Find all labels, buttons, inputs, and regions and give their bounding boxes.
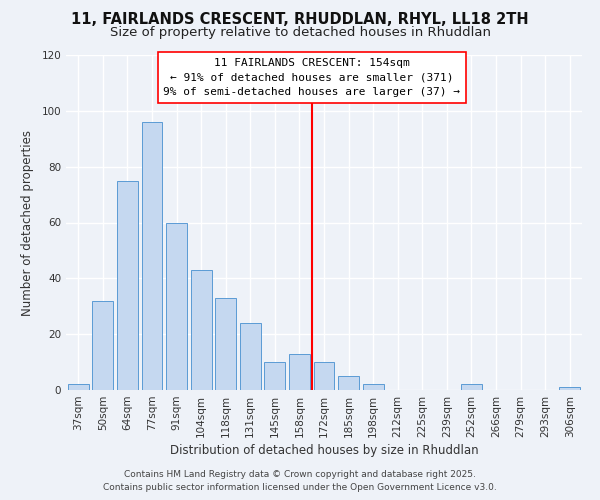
Bar bbox=[559, 387, 580, 390]
Text: 11 FAIRLANDS CRESCENT: 154sqm
← 91% of detached houses are smaller (371)
9% of s: 11 FAIRLANDS CRESCENT: 154sqm ← 91% of d… bbox=[163, 58, 460, 98]
Bar bbox=[92, 300, 113, 390]
Y-axis label: Number of detached properties: Number of detached properties bbox=[22, 130, 34, 316]
Bar bbox=[191, 270, 212, 390]
Text: 11, FAIRLANDS CRESCENT, RHUDDLAN, RHYL, LL18 2TH: 11, FAIRLANDS CRESCENT, RHUDDLAN, RHYL, … bbox=[71, 12, 529, 28]
Bar bbox=[265, 362, 286, 390]
Bar bbox=[461, 384, 482, 390]
Bar bbox=[289, 354, 310, 390]
Text: Contains HM Land Registry data © Crown copyright and database right 2025.
Contai: Contains HM Land Registry data © Crown c… bbox=[103, 470, 497, 492]
Bar bbox=[142, 122, 163, 390]
X-axis label: Distribution of detached houses by size in Rhuddlan: Distribution of detached houses by size … bbox=[170, 444, 478, 457]
Bar bbox=[215, 298, 236, 390]
Bar bbox=[362, 384, 383, 390]
Bar bbox=[117, 180, 138, 390]
Bar bbox=[68, 384, 89, 390]
Bar bbox=[314, 362, 334, 390]
Bar bbox=[338, 376, 359, 390]
Bar bbox=[240, 323, 261, 390]
Bar bbox=[166, 222, 187, 390]
Text: Size of property relative to detached houses in Rhuddlan: Size of property relative to detached ho… bbox=[110, 26, 491, 39]
